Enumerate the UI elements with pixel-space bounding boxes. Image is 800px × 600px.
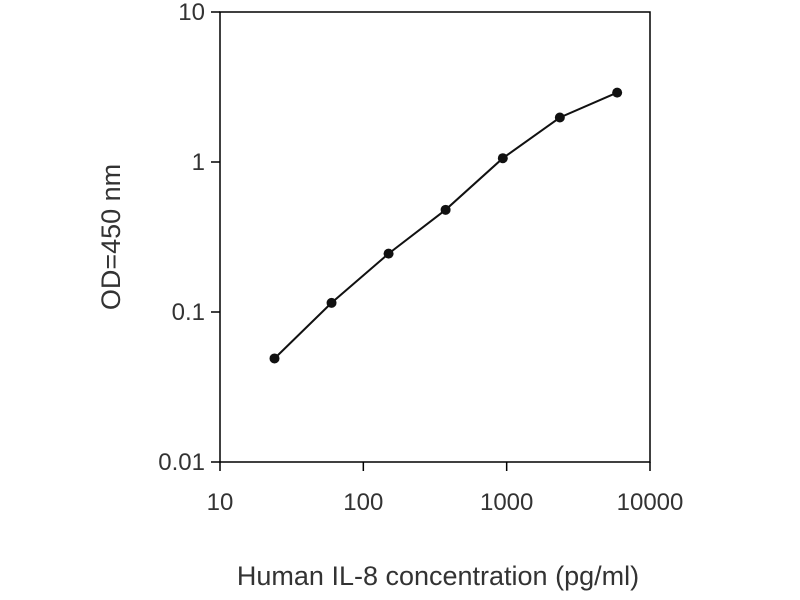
data-point [440, 204, 451, 215]
y-tick-label: 0.1 [172, 299, 205, 326]
y-tick-label: 1 [192, 149, 205, 176]
data-point [326, 297, 337, 308]
x-tick-label: 1000 [480, 489, 533, 516]
data-point [497, 153, 508, 164]
data-point [383, 248, 394, 259]
data-point [612, 87, 623, 98]
x-axis-ticks: 10 100 1000 10000 [207, 462, 684, 516]
data-point [554, 112, 565, 123]
y-axis-ticks: 0.01 0.1 1 10 [158, 0, 220, 476]
x-axis-title: Human IL-8 concentration (pg/ml) [237, 561, 639, 591]
y-tick-label: 0.01 [158, 449, 205, 476]
x-tick-label: 100 [343, 489, 383, 516]
x-tick-label: 10 [207, 489, 234, 516]
data-point [269, 353, 280, 364]
y-axis-title: OD=450 nm [96, 164, 126, 310]
y-tick-label: 10 [178, 0, 205, 26]
x-tick-label: 10000 [617, 489, 684, 516]
series-layer [269, 87, 623, 364]
series-line [273, 91, 618, 360]
plot-area-frame [219, 11, 651, 463]
